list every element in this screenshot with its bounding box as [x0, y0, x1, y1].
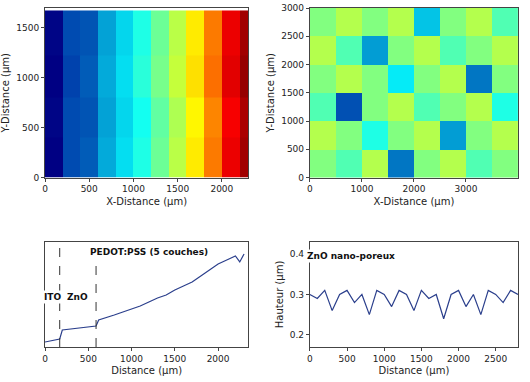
- svg-text:Distance (µm): Distance (µm): [111, 365, 182, 376]
- svg-text:2000: 2000: [447, 354, 470, 364]
- svg-text:1000: 1000: [281, 116, 304, 126]
- svg-text:Y-Distance (µm): Y-Distance (µm): [0, 53, 11, 133]
- svg-text:500: 500: [287, 144, 304, 154]
- svg-text:ITO: ITO: [44, 292, 61, 302]
- svg-text:1500: 1500: [163, 354, 186, 364]
- svg-text:Hauteur (µm): Hauteur (µm): [274, 261, 285, 329]
- svg-text:1000: 1000: [373, 354, 396, 364]
- svg-text:1500: 1500: [281, 88, 304, 98]
- svg-text:3000: 3000: [281, 3, 304, 13]
- svg-text:0: 0: [42, 184, 48, 194]
- svg-text:0.4: 0.4: [290, 249, 305, 259]
- svg-text:PEDOT:PSS (5 couches): PEDOT:PSS (5 couches): [90, 247, 208, 257]
- svg-text:1000: 1000: [350, 184, 373, 194]
- svg-text:2000: 2000: [207, 354, 230, 364]
- svg-text:500: 500: [80, 354, 97, 364]
- svg-text:0: 0: [42, 354, 48, 364]
- svg-text:500: 500: [338, 354, 355, 364]
- svg-text:2500: 2500: [484, 354, 507, 364]
- svg-text:0.3: 0.3: [290, 290, 304, 300]
- svg-text:2500: 2500: [281, 31, 304, 41]
- svg-text:2000: 2000: [210, 184, 233, 194]
- svg-text:ZnO: ZnO: [67, 292, 88, 302]
- svg-text:1500: 1500: [410, 354, 433, 364]
- svg-text:0: 0: [298, 173, 304, 183]
- svg-text:0.2: 0.2: [290, 330, 304, 340]
- svg-text:X-Distance (µm): X-Distance (µm): [374, 196, 455, 207]
- svg-text:0: 0: [33, 173, 39, 183]
- svg-text:3000: 3000: [455, 184, 478, 194]
- svg-text:500: 500: [81, 184, 98, 194]
- svg-text:0: 0: [307, 354, 313, 364]
- svg-text:1500: 1500: [16, 23, 39, 33]
- svg-text:500: 500: [22, 123, 39, 133]
- svg-text:X-Distance (µm): X-Distance (µm): [106, 196, 187, 207]
- svg-text:2000: 2000: [281, 60, 304, 70]
- svg-text:Y-Distance (µm): Y-Distance (µm): [265, 53, 276, 133]
- svg-text:2000: 2000: [402, 184, 425, 194]
- svg-text:1000: 1000: [16, 73, 39, 83]
- svg-text:Distance (µm): Distance (µm): [379, 365, 450, 376]
- svg-text:0: 0: [307, 184, 313, 194]
- svg-text:1000: 1000: [120, 354, 143, 364]
- svg-text:ZnO nano-poreux: ZnO nano-poreux: [307, 251, 395, 261]
- svg-text:1000: 1000: [122, 184, 145, 194]
- svg-text:1500: 1500: [166, 184, 189, 194]
